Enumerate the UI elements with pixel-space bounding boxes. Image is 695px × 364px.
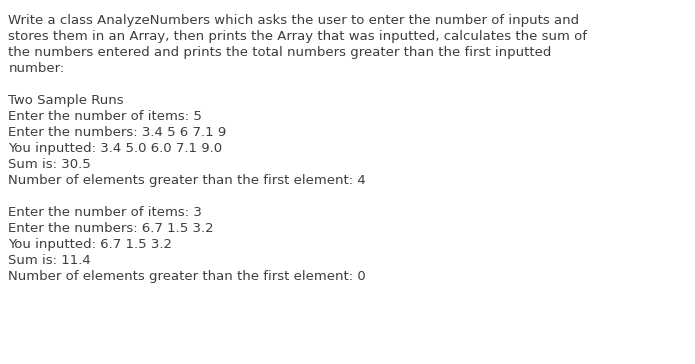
Text: Number of elements greater than the first element: 4: Number of elements greater than the firs…	[8, 174, 366, 187]
Text: You inputted: 6.7 1.5 3.2: You inputted: 6.7 1.5 3.2	[8, 238, 172, 251]
Text: Sum is: 30.5: Sum is: 30.5	[8, 158, 91, 171]
Text: Two Sample Runs: Two Sample Runs	[8, 94, 124, 107]
Text: Enter the number of items: 5: Enter the number of items: 5	[8, 110, 202, 123]
Text: Enter the numbers: 6.7 1.5 3.2: Enter the numbers: 6.7 1.5 3.2	[8, 222, 214, 235]
Text: Enter the number of items: 3: Enter the number of items: 3	[8, 206, 202, 219]
Text: Number of elements greater than the first element: 0: Number of elements greater than the firs…	[8, 270, 366, 283]
Text: Write a class AnalyzeNumbers which asks the user to enter the number of inputs a: Write a class AnalyzeNumbers which asks …	[8, 14, 580, 27]
Text: stores them in an Array, then prints the Array that was inputted, calculates the: stores them in an Array, then prints the…	[8, 30, 587, 43]
Text: Sum is: 11.4: Sum is: 11.4	[8, 254, 91, 267]
Text: Enter the numbers: 3.4 5 6 7.1 9: Enter the numbers: 3.4 5 6 7.1 9	[8, 126, 227, 139]
Text: You inputted: 3.4 5.0 6.0 7.1 9.0: You inputted: 3.4 5.0 6.0 7.1 9.0	[8, 142, 222, 155]
Text: the numbers entered and prints the total numbers greater than the first inputted: the numbers entered and prints the total…	[8, 46, 552, 59]
Text: number:: number:	[8, 62, 65, 75]
